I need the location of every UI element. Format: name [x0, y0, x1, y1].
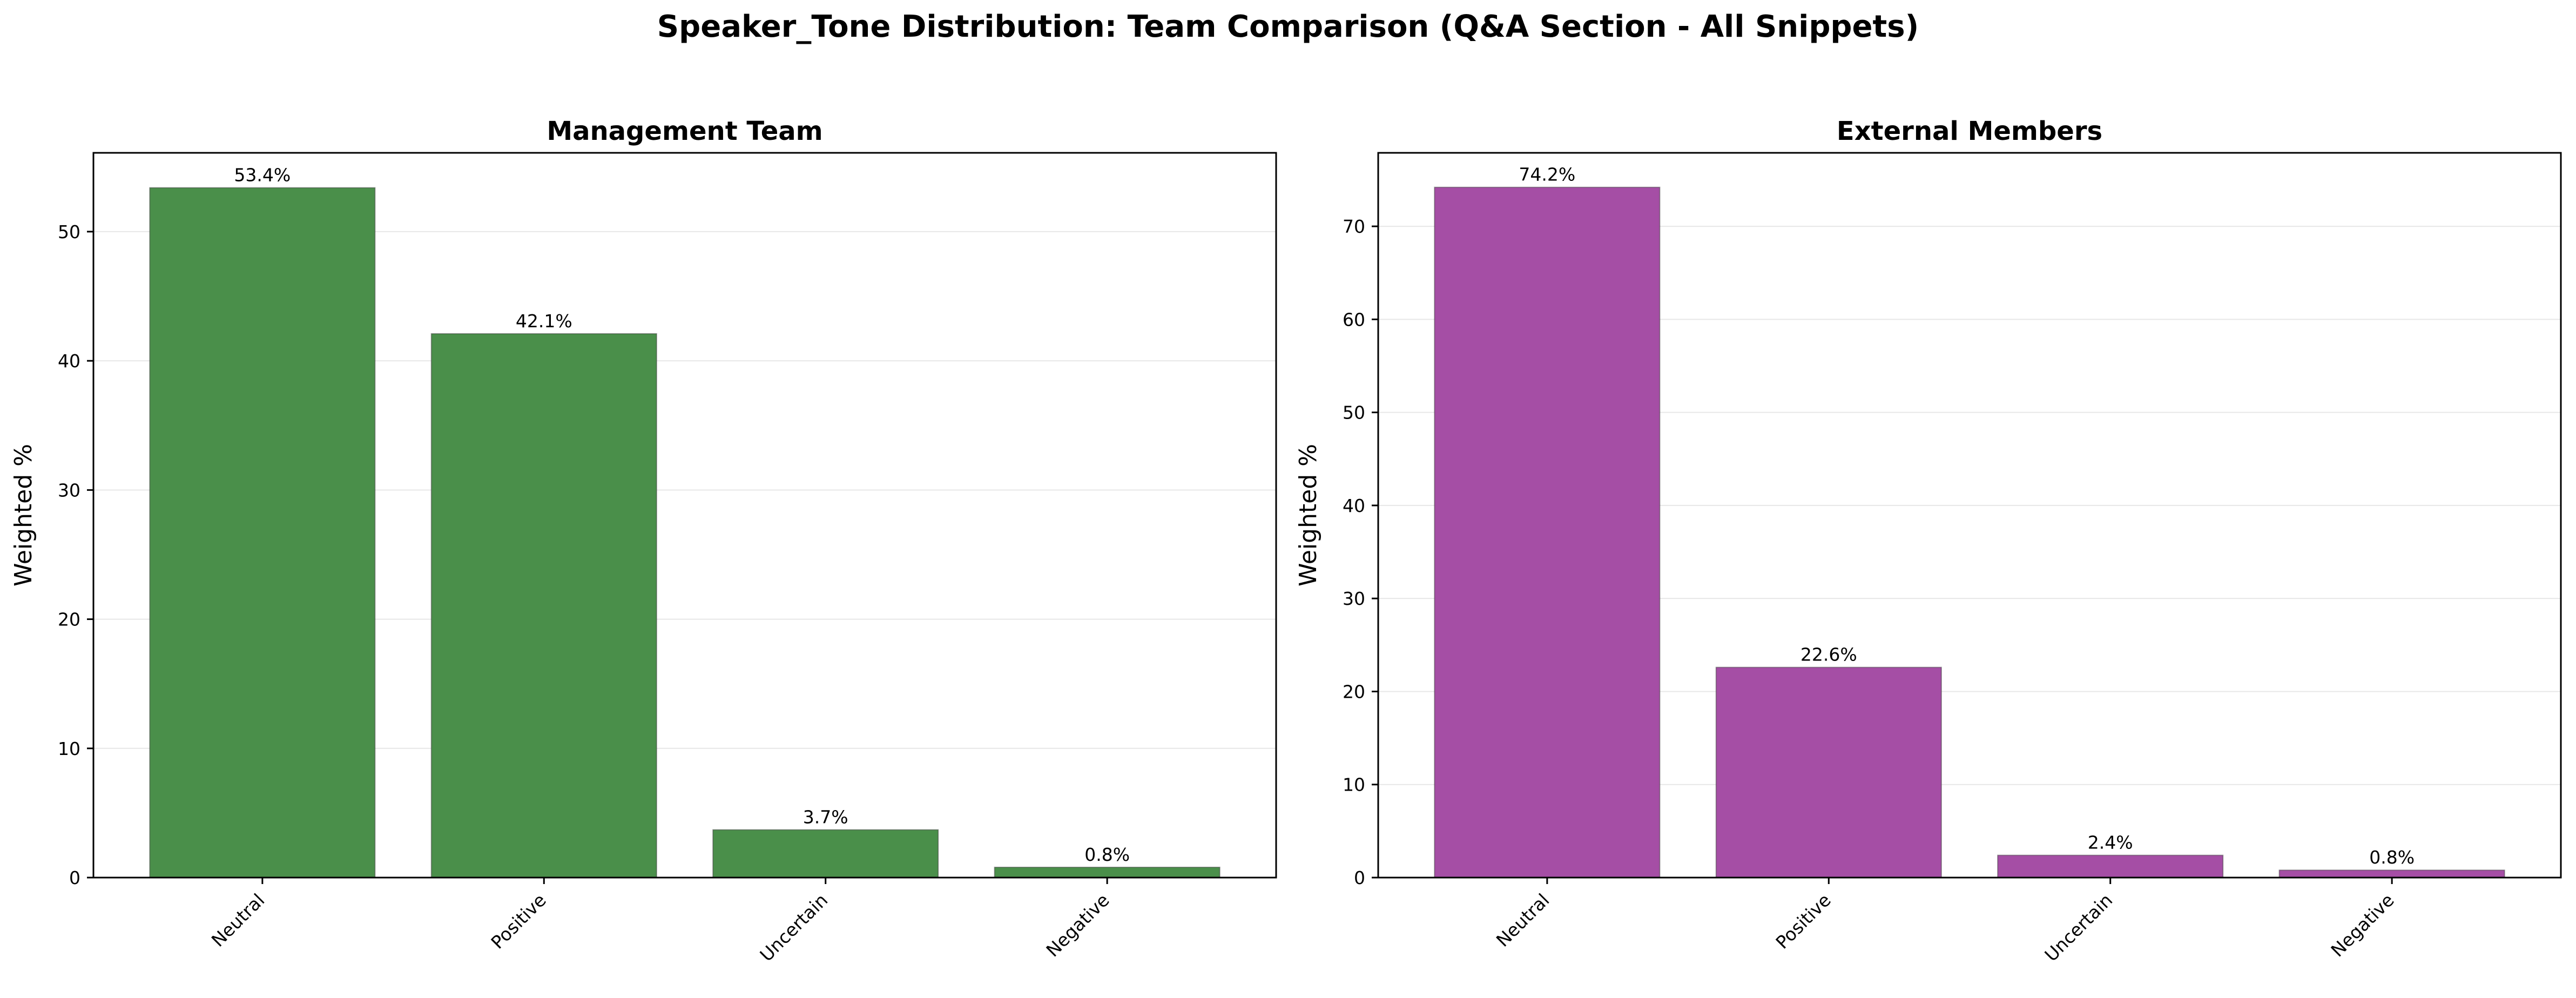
axes-title: External Members — [1837, 116, 2102, 146]
axes-frame — [1377, 152, 2562, 879]
y-tick-label: 0 — [69, 867, 80, 888]
data-label-neutral: 53.4% — [234, 165, 291, 186]
data-label-negative: 0.8% — [2369, 847, 2415, 868]
bar-neutral — [149, 187, 376, 878]
data-label-positive: 42.1% — [516, 311, 572, 332]
y-tick-label: 50 — [58, 221, 80, 242]
y-axis-label: Weighted % — [10, 444, 37, 586]
y-tick-label: 10 — [1343, 774, 1365, 795]
y-tick-label: 10 — [58, 738, 80, 759]
y-axis-label: Weighted % — [1294, 444, 1322, 586]
bar-neutral — [1434, 186, 1661, 878]
y-tick-label: 0 — [1354, 867, 1365, 888]
y-tick-label: 70 — [1343, 216, 1365, 237]
bar-negative — [2278, 869, 2505, 879]
y-tick-label: 30 — [1343, 588, 1365, 609]
data-label-negative: 0.8% — [1084, 844, 1130, 865]
y-tick-label: 60 — [1343, 309, 1365, 330]
y-tick-label: 40 — [1343, 495, 1365, 516]
panel-external-members: 74.2%22.6%2.4%0.8%010203040506070Neutral… — [1294, 116, 2562, 966]
bar-positive — [430, 333, 657, 878]
data-label-uncertain: 3.7% — [803, 806, 848, 827]
figure-title: Speaker_Tone Distribution: Team Comparis… — [657, 9, 1919, 44]
y-tick-label: 20 — [1343, 681, 1365, 702]
y-tick-label: 20 — [58, 609, 80, 630]
bar-negative — [994, 866, 1220, 879]
y-tick-label: 50 — [1343, 402, 1365, 423]
axes-frame — [92, 152, 1277, 879]
axes-title: Management Team — [547, 116, 822, 146]
bar-positive — [1715, 666, 1942, 878]
bar-uncertain — [712, 829, 939, 879]
bar-uncertain — [1997, 854, 2224, 878]
y-tick-label: 40 — [58, 350, 80, 372]
data-label-neutral: 74.2% — [1519, 164, 1575, 185]
data-label-uncertain: 2.4% — [2088, 832, 2133, 853]
data-label-positive: 22.6% — [1800, 644, 1857, 665]
y-tick-label: 30 — [58, 480, 80, 501]
